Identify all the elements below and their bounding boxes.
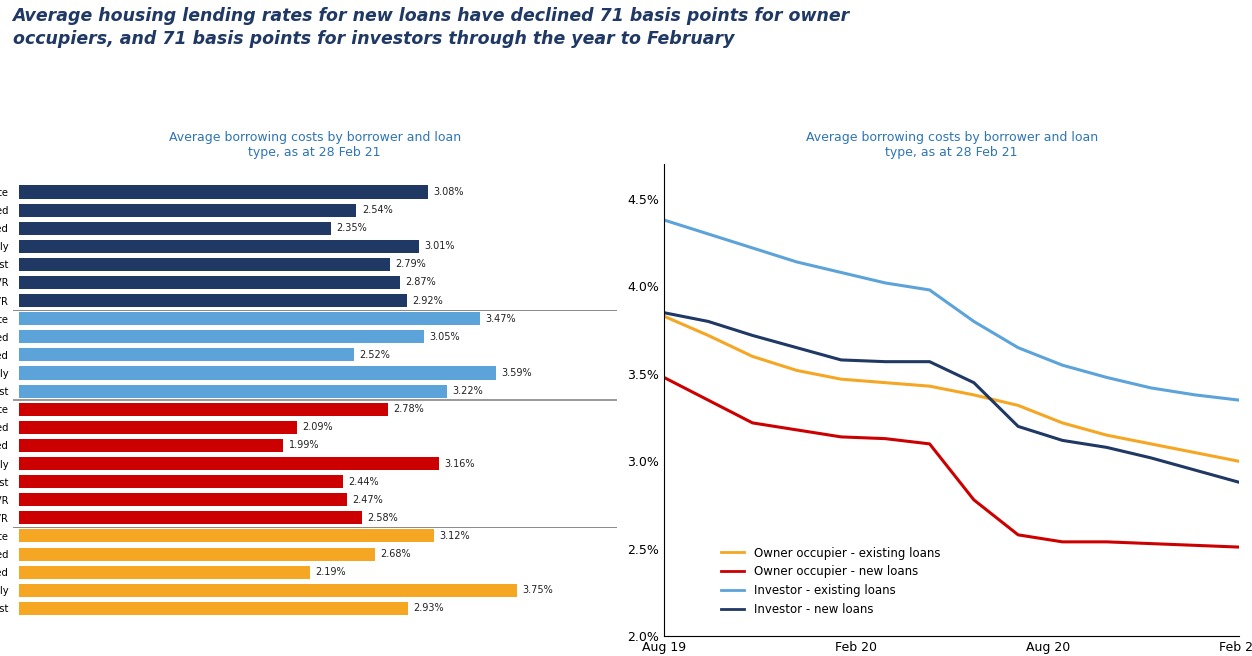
Bar [19,367,496,380]
Text: 2.44%: 2.44% [348,477,379,487]
Bar [19,348,354,361]
Bar [19,258,389,271]
Text: 2.35%: 2.35% [337,223,367,233]
Text: 3.75%: 3.75% [522,585,553,595]
Bar [19,439,283,452]
Text: 3.16%: 3.16% [444,459,475,468]
Bar [19,186,428,199]
Bar [19,529,433,543]
Text: 2.52%: 2.52% [359,350,391,360]
Bar [19,511,362,524]
Bar [19,602,408,615]
Text: 3.22%: 3.22% [452,386,483,396]
Bar [19,493,347,506]
Bar [19,312,480,325]
Text: 2.87%: 2.87% [406,277,437,287]
Text: 3.05%: 3.05% [429,332,461,342]
Text: 3.59%: 3.59% [501,368,532,378]
Bar [19,222,332,235]
Text: 3.01%: 3.01% [424,241,454,251]
Text: 3.12%: 3.12% [439,531,470,541]
Text: 2.93%: 2.93% [413,604,444,613]
Bar [19,565,310,579]
Bar [19,403,388,416]
Text: 2.68%: 2.68% [381,549,411,559]
Text: 3.08%: 3.08% [433,187,464,197]
Text: 2.58%: 2.58% [367,513,398,523]
Bar [19,420,297,434]
Bar [19,457,439,470]
Text: 2.19%: 2.19% [316,567,346,577]
Bar [19,203,357,216]
Text: 2.78%: 2.78% [393,404,424,414]
Bar [19,294,407,307]
Bar [19,240,419,253]
Text: 2.92%: 2.92% [412,296,443,306]
Text: 2.47%: 2.47% [353,495,383,504]
Bar [19,584,517,597]
Title: Average borrowing costs by borrower and loan
type, as at 28 Feb 21: Average borrowing costs by borrower and … [169,131,461,159]
Legend: Owner occupier - existing loans, Owner occupier - new loans, Investor - existing: Owner occupier - existing loans, Owner o… [716,542,945,621]
Title: Average borrowing costs by borrower and loan
type, as at 28 Feb 21: Average borrowing costs by borrower and … [806,131,1098,159]
Text: 1.99%: 1.99% [289,440,319,451]
Text: 2.09%: 2.09% [302,422,333,432]
Text: 2.54%: 2.54% [362,205,393,215]
Text: 2.79%: 2.79% [394,259,426,270]
Bar [19,548,376,560]
Bar [19,276,401,289]
Text: 3.47%: 3.47% [486,314,516,323]
Bar [19,475,343,488]
Text: Average housing lending rates for new loans have declined 71 basis points for ow: Average housing lending rates for new lo… [13,7,850,48]
Bar [19,330,424,343]
Bar [19,384,447,398]
